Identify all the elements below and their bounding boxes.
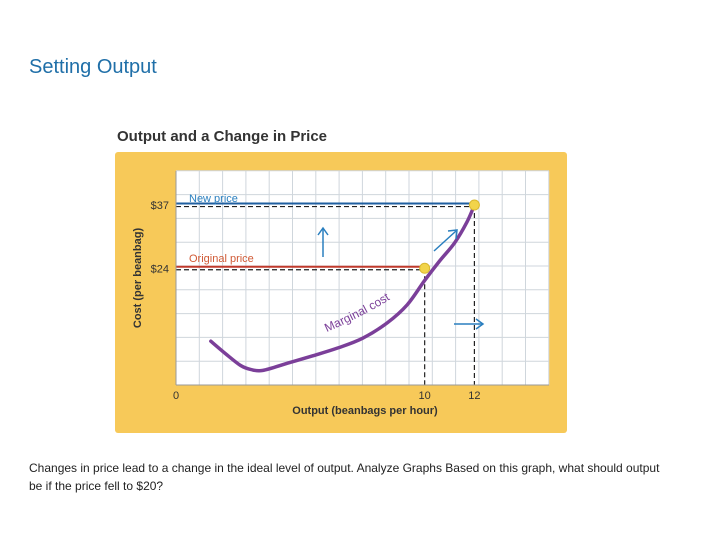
intersection-point (419, 262, 431, 274)
chart-svg: New price Original price Marginal cost $… (115, 152, 567, 433)
points (419, 199, 480, 274)
right-arrow-icon (454, 318, 485, 330)
new-price-label: New price (189, 193, 238, 205)
y-tick-labels: $37 $24 (151, 200, 169, 275)
marginal-cost-curve (209, 203, 477, 373)
x-axis-label: Output (beanbags per hour) (292, 405, 438, 417)
caption: Changes in price lead to a change in the… (29, 461, 660, 493)
y-tick-label: $37 (151, 200, 169, 212)
x-tick-label: 10 (419, 390, 431, 402)
chart-figure: New price Original price Marginal cost $… (115, 124, 570, 436)
diagonal-arrow-icon (433, 229, 458, 252)
guide-lines (176, 202, 475, 385)
x-tick-labels: 0 10 12 (173, 390, 481, 402)
up-arrow-icon (317, 226, 329, 257)
y-axis-label: Cost (per beanbag) (132, 228, 144, 329)
chart-title: Output and a Change in Price (117, 128, 328, 145)
x-tick-label: 0 (173, 390, 179, 402)
arrows (317, 226, 485, 330)
slide-title: Setting Output (29, 56, 157, 78)
intersection-point (468, 199, 480, 211)
y-tick-label: $24 (151, 263, 169, 275)
x-tick-label: 12 (468, 390, 480, 402)
original-price-label: Original price (189, 253, 254, 265)
